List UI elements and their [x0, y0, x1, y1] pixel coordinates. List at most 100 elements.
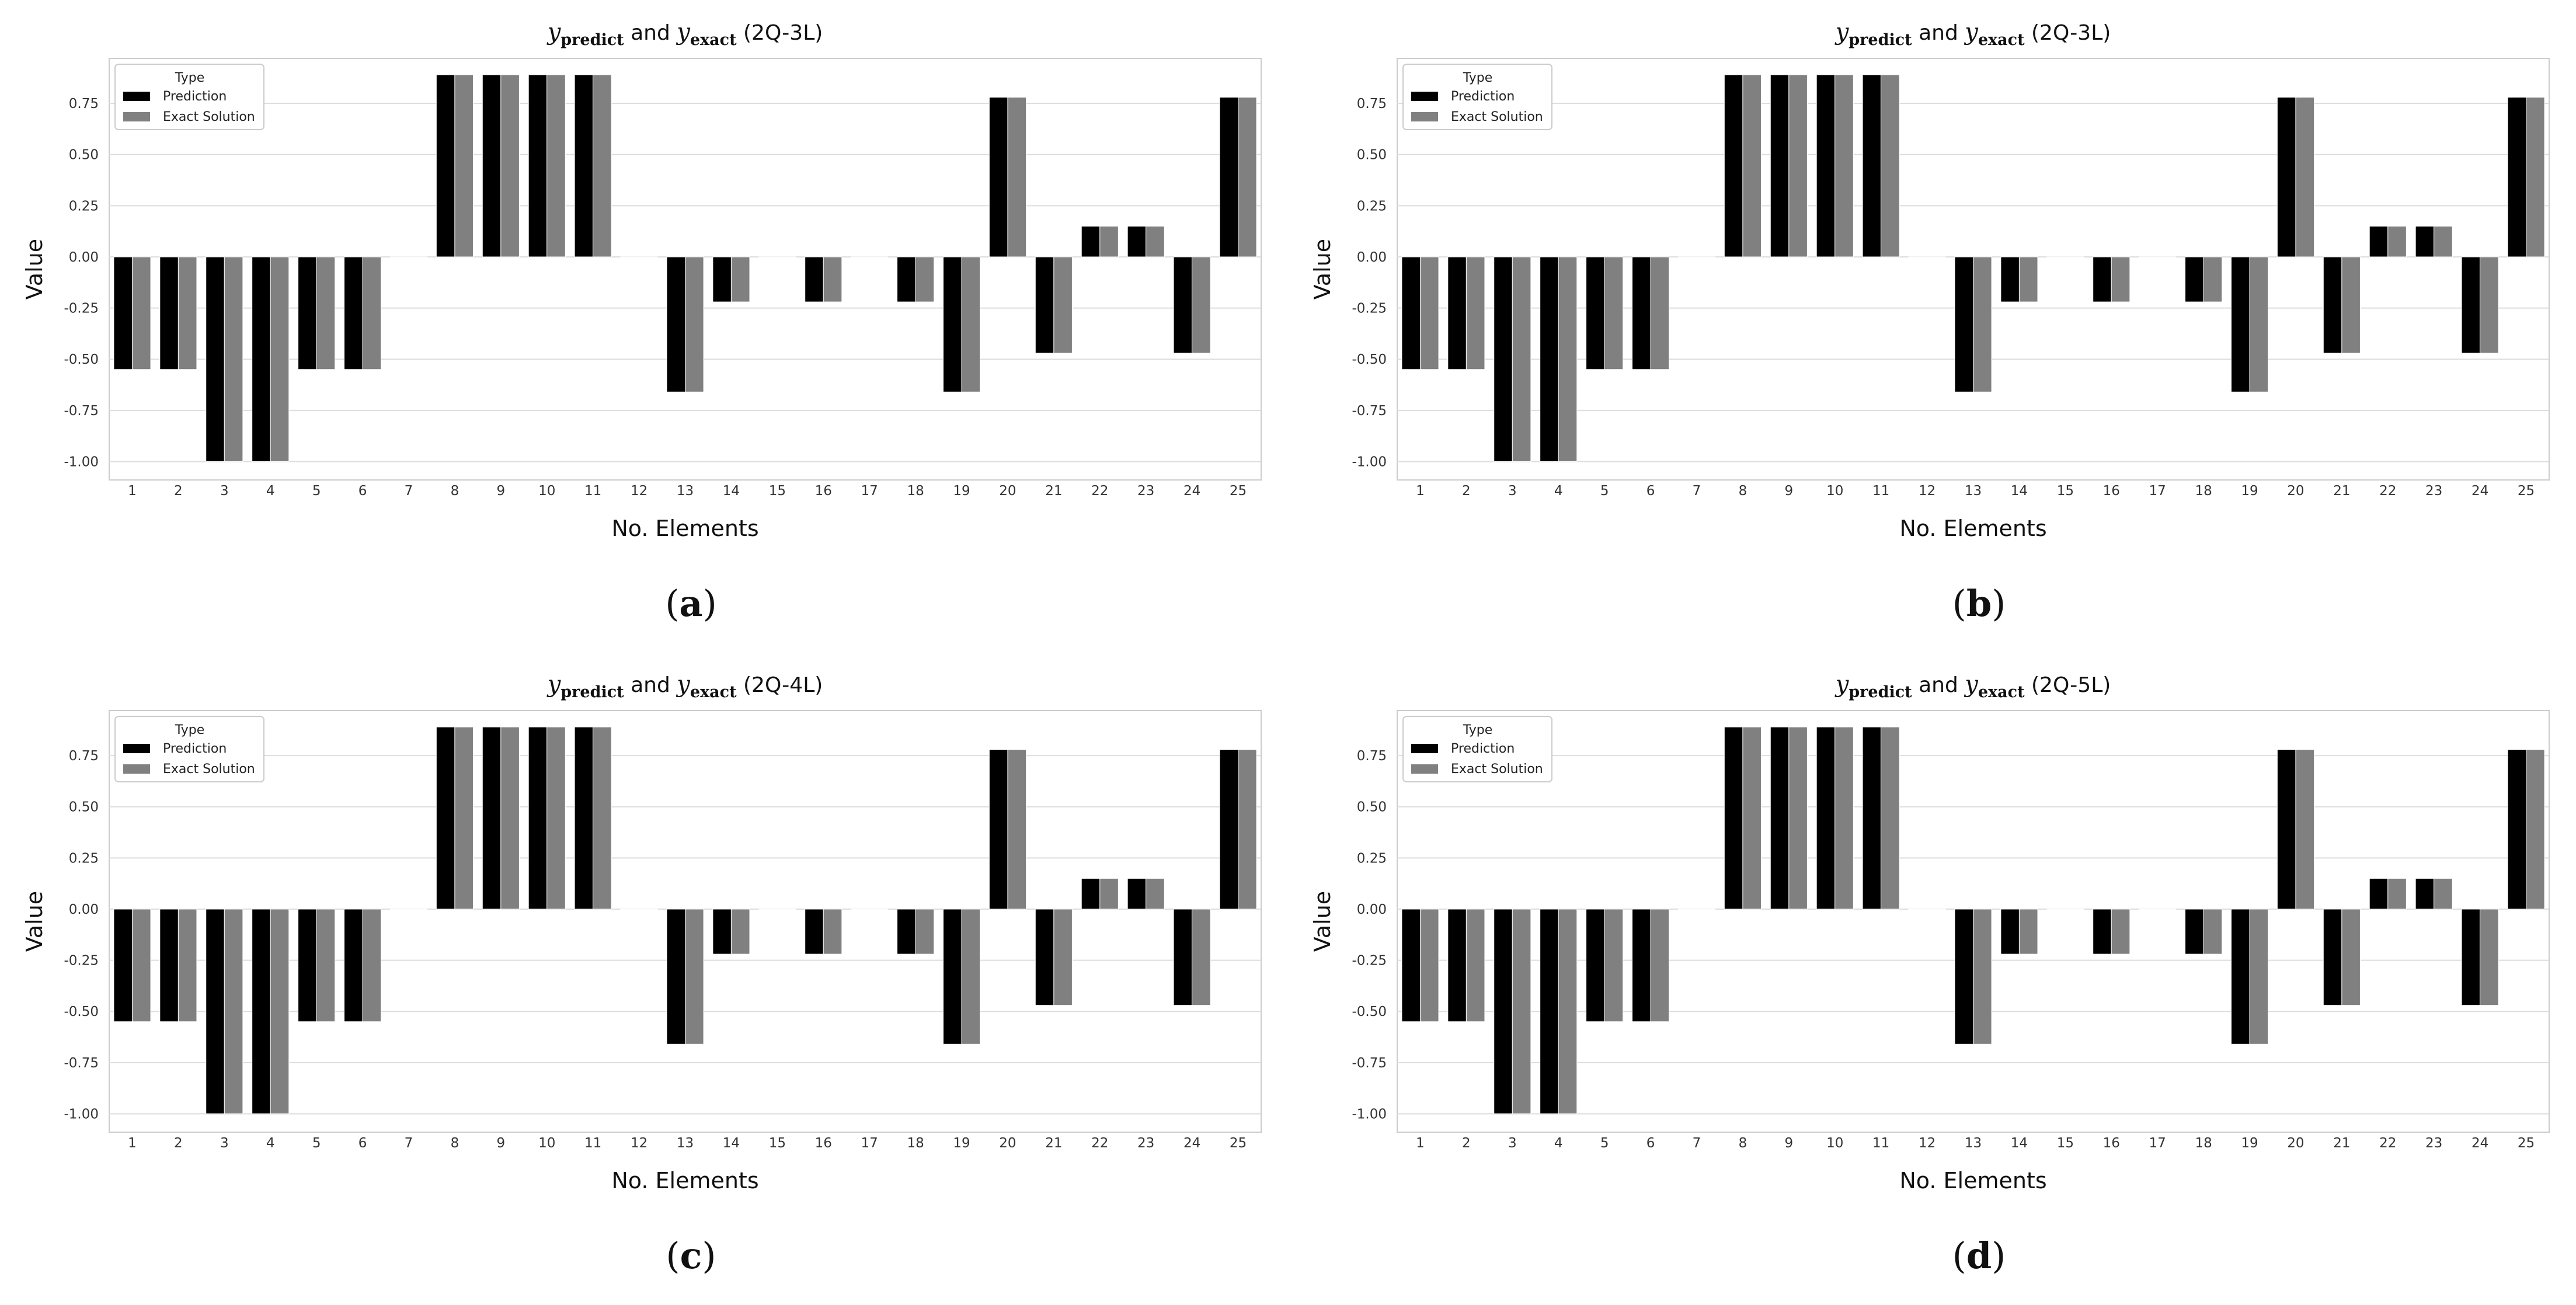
x-tick-label: 16	[815, 483, 832, 499]
x-tick-label: 1	[1416, 483, 1425, 499]
x-tick-label: 20	[2287, 483, 2304, 499]
y-tick-label: 0.50	[1357, 148, 1387, 163]
exact-solution-bar	[131, 909, 151, 1022]
y-tick-label: 0.00	[1357, 902, 1387, 917]
prediction-bar	[2461, 909, 2481, 1006]
legend-box	[114, 716, 264, 782]
exact-solution-bar	[224, 256, 243, 462]
prediction-bar	[712, 256, 732, 302]
prediction-bar	[159, 909, 179, 1022]
prediction-bar	[2000, 909, 2020, 955]
exact-solution-bar	[1927, 909, 1946, 910]
y-tick-label: 0.25	[1357, 199, 1387, 214]
prediction-bar	[1954, 256, 1974, 392]
y-tick-label: -0.25	[64, 953, 99, 969]
x-tick-label: 7	[405, 483, 413, 499]
exact-solution-bar	[2434, 878, 2453, 910]
exact-solution-bar	[177, 256, 197, 370]
x-tick-label: 2	[174, 1136, 183, 1151]
exact-solution-bar	[2295, 749, 2315, 910]
y-tick-label: -0.75	[64, 403, 99, 419]
x-axis-label: No. Elements	[611, 516, 758, 541]
prediction-bar	[942, 256, 962, 392]
y-axis-label: Value	[1310, 239, 1335, 300]
legend-label-prediction: Prediction	[163, 742, 227, 756]
exact-solution-bar	[2018, 256, 2038, 302]
prediction-bar	[2369, 878, 2389, 910]
y-tick-label: -1.00	[1352, 1106, 1387, 1122]
legend-label-prediction: Prediction	[163, 89, 227, 104]
x-tick-label: 7	[405, 1136, 413, 1151]
panel-caption: (d)	[1952, 1234, 2006, 1277]
exact-solution-bar	[1788, 74, 1808, 257]
exact-solution-bar	[1419, 909, 1439, 1022]
exact-solution-bar	[639, 909, 658, 910]
x-tick-label: 13	[677, 483, 694, 499]
exact-solution-bar	[1881, 74, 1900, 257]
x-tick-label: 9	[1784, 483, 1793, 499]
exact-solution-bar	[2387, 225, 2407, 257]
prediction-bar	[712, 909, 732, 955]
exact-solution-bar	[1650, 909, 1670, 1022]
prediction-bar	[2185, 256, 2204, 302]
x-tick-label: 21	[1045, 1136, 1062, 1151]
x-tick-label: 2	[1462, 483, 1471, 499]
prediction-bar	[1724, 726, 1743, 910]
exact-solution-bar	[823, 256, 843, 302]
y-tick-label: -0.50	[64, 352, 99, 367]
legend-box	[1402, 64, 1552, 130]
y-tick-label: 0.50	[1357, 800, 1387, 815]
x-tick-label: 6	[358, 483, 367, 499]
prediction-bar	[574, 726, 594, 910]
legend-label-prediction: Prediction	[1451, 89, 1515, 104]
exact-solution-bar	[1146, 225, 1165, 257]
x-tick-label: 21	[2333, 1136, 2350, 1151]
prediction-bar	[252, 256, 271, 462]
y-axis-label: Value	[1310, 891, 1335, 952]
x-axis-label: No. Elements	[1899, 1168, 2046, 1193]
exact-solution-bar	[1465, 909, 1485, 1022]
x-tick-label: 8	[1739, 1136, 1747, 1151]
exact-solution-bar	[2065, 909, 2084, 910]
legend-box	[114, 64, 264, 130]
x-tick-label: 12	[1919, 483, 1936, 499]
exact-solution-bar	[1973, 256, 1992, 392]
exact-solution-bar	[1465, 256, 1485, 370]
y-tick-label: -0.50	[64, 1004, 99, 1019]
prediction-bar	[805, 256, 824, 302]
exact-solution-bar	[1742, 726, 1762, 910]
prediction-bar	[1540, 909, 1559, 1114]
prediction-bar	[482, 726, 502, 910]
prediction-bar	[2369, 225, 2389, 257]
exact-solution-bar	[1834, 74, 1854, 257]
exact-solution-bar	[2249, 256, 2269, 392]
x-tick-label: 19	[2241, 483, 2258, 499]
x-tick-label: 3	[220, 483, 229, 499]
x-tick-label: 11	[584, 1136, 601, 1151]
exact-solution-bar	[454, 74, 474, 257]
prediction-bar	[528, 726, 548, 910]
exact-solution-bar	[593, 726, 612, 910]
x-tick-label: 7	[1693, 483, 1701, 499]
x-tick-label: 17	[861, 483, 878, 499]
x-tick-label: 10	[538, 1136, 555, 1151]
prediction-bar	[1954, 909, 1974, 1045]
y-tick-label: 0.00	[69, 902, 99, 917]
prediction-bar	[2461, 256, 2481, 354]
x-tick-label: 10	[1826, 483, 1843, 499]
exact-solution-bar	[500, 726, 520, 910]
x-tick-label: 6	[1646, 483, 1655, 499]
y-tick-label: 0.00	[1357, 250, 1387, 265]
prediction-bar	[851, 909, 870, 910]
legend-swatch-exact	[1411, 764, 1438, 774]
exact-solution-bar	[1053, 909, 1073, 1006]
prediction-bar	[1081, 878, 1101, 910]
y-tick-label: 0.50	[69, 800, 99, 815]
bar-chart-b: -1.00-0.75-0.50-0.250.000.250.500.751 2 3 4…	[1310, 19, 2550, 625]
prediction-bar	[252, 909, 271, 1114]
prediction-bar	[805, 909, 824, 955]
x-tick-label: 9	[496, 483, 505, 499]
prediction-bar	[436, 74, 455, 257]
exact-solution-bar	[2203, 256, 2223, 302]
prediction-bar	[1219, 749, 1239, 910]
